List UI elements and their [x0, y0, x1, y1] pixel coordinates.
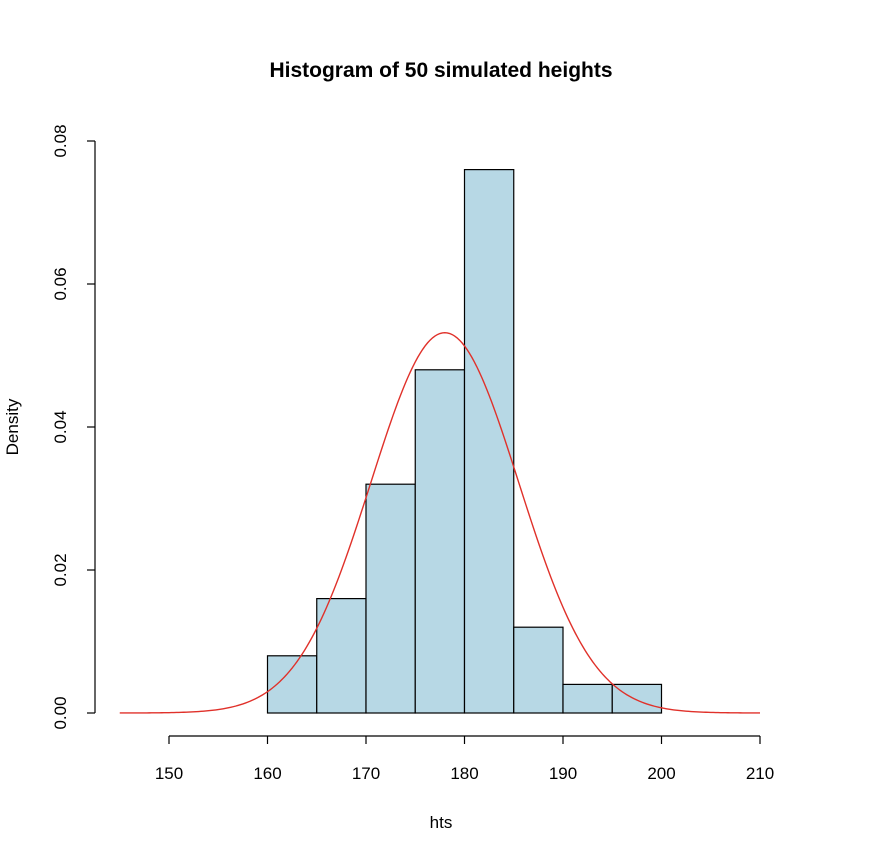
histogram-bar	[414, 369, 466, 714]
histogram-bar	[365, 483, 416, 714]
histogram-bar	[562, 683, 613, 714]
y-tick-label: 0.04	[51, 410, 70, 443]
x-tick-label: 170	[352, 764, 380, 783]
x-tick-label: 210	[746, 764, 774, 783]
y-axis-label: Density	[3, 398, 22, 455]
histogram-bar	[266, 655, 318, 714]
histogram-bar	[463, 169, 515, 714]
y-tick-label: 0.06	[51, 267, 70, 300]
x-axis-label: hts	[430, 813, 453, 832]
bars-group	[266, 169, 663, 714]
curve-group	[119, 331, 761, 714]
y-tick-label: 0.00	[51, 696, 70, 729]
histogram-bar	[316, 597, 367, 714]
x-axis: 150 160 170 180 190 200 210	[155, 735, 774, 783]
y-tick-label: 0.08	[51, 124, 70, 157]
density-curve	[119, 331, 761, 714]
histogram-bar	[513, 626, 564, 714]
y-tick-label: 0.02	[51, 553, 70, 586]
histogram-bar	[611, 683, 663, 714]
x-tick-label: 180	[450, 764, 478, 783]
y-axis: 0.00 0.02 0.04 0.06 0.08	[51, 124, 96, 730]
x-tick-label: 150	[155, 764, 183, 783]
chart-title: Histogram of 50 simulated heights	[269, 59, 612, 82]
x-tick-label: 200	[647, 764, 675, 783]
x-tick-label: 160	[253, 764, 281, 783]
x-tick-label: 190	[549, 764, 577, 783]
